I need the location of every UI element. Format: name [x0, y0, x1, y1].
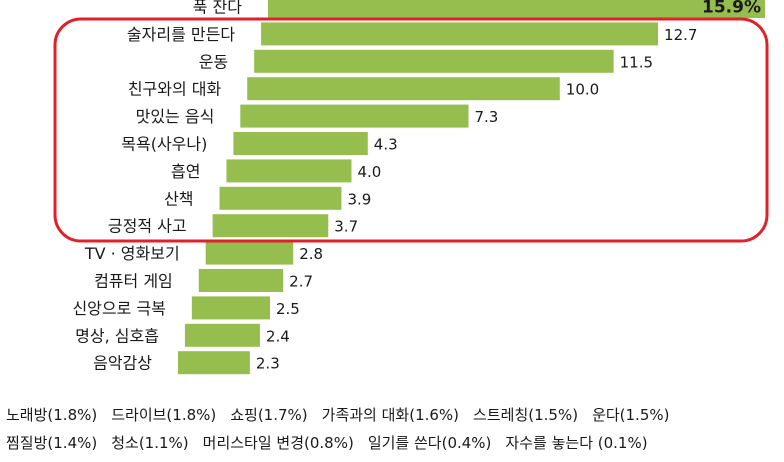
footnote-item: 노래방(1.8%)	[6, 406, 98, 424]
footnote-item: 드라이브(1.8%)	[111, 406, 217, 424]
value-label: 2.7	[289, 273, 313, 291]
value-label: 2.8	[299, 245, 323, 263]
category-label: 친구와의 대화	[128, 80, 222, 99]
category-label: 산책	[164, 189, 193, 208]
value-label: 10.0	[566, 81, 599, 99]
category-label: 술자리를 만든다	[127, 25, 235, 44]
value-label: 11.5	[620, 53, 653, 71]
category-label: 목욕(사우나)	[121, 135, 207, 154]
bar	[198, 269, 284, 292]
value-label: 15.9%	[702, 0, 761, 18]
bar-chart: 푹 잔다 15.9% 술자리를 만든다 12.7 운동 11.5 친구와의 대화 10.0 맛있…	[53, 0, 769, 375]
value-label: 3.9	[347, 190, 371, 208]
category-label: 흡연	[171, 162, 200, 181]
footnote-item: 일기를 쓴다(0.4%)	[367, 434, 492, 452]
footnote-row-1: 노래방(1.8%) 드라이브(1.8%) 쇼핑(1.7%) 가족과의 대화(1.6%)…	[6, 404, 778, 425]
bar	[226, 159, 352, 183]
value-label: 2.5	[276, 300, 300, 318]
value-label: 4.0	[357, 163, 381, 181]
category-label: 컴퓨터 게임	[94, 272, 173, 291]
footnote-item: 쇼핑(1.7%)	[230, 406, 308, 424]
bar	[268, 0, 765, 18]
footnote-item: 청소(1.1%)	[111, 434, 189, 452]
bar	[191, 296, 270, 320]
bar	[247, 77, 560, 101]
bar	[205, 241, 294, 265]
value-label: 2.4	[266, 327, 290, 345]
value-label: 12.7	[664, 26, 697, 44]
highlight-box	[53, 17, 769, 243]
value-label: 2.3	[256, 355, 280, 373]
category-label: 운동	[199, 52, 228, 71]
bar	[219, 186, 342, 210]
footnote-item: 자수를 놓는다 (0.1%)	[505, 434, 648, 452]
footnote-item: 운다(1.5%)	[592, 406, 670, 424]
footnote-item: 가족과의 대화(1.6%)	[321, 406, 460, 424]
bar	[261, 22, 659, 46]
category-label: 신앙으로 극복	[72, 299, 165, 318]
footnote-item: 찜질방(1.4%)	[6, 434, 98, 452]
bar	[184, 323, 260, 347]
category-label: 긍정적 사고	[108, 217, 187, 236]
footnote-item: 스트레칭(1.5%)	[473, 406, 579, 424]
category-label: TV · 영화보기	[84, 244, 180, 263]
bar	[178, 351, 250, 375]
bar	[240, 104, 469, 128]
bar	[212, 214, 329, 238]
category-label: 명상, 심호흡	[75, 326, 159, 345]
category-label: 맛있는 음식	[136, 107, 215, 126]
value-label: 4.3	[374, 136, 398, 154]
value-label: 7.3	[474, 108, 498, 126]
value-label: 3.7	[334, 218, 358, 236]
footnote-item: 머리스타일 변경(0.8%)	[202, 434, 354, 452]
bar	[233, 132, 368, 155]
category-label: 푹 잔다	[193, 0, 243, 17]
footnote-row-2: 찜질방(1.4%) 청소(1.1%) 머리스타일 변경(0.8%) 일기를 쓴다(0.…	[6, 432, 778, 453]
category-label: 음악감상	[93, 354, 152, 373]
bar	[254, 49, 614, 73]
